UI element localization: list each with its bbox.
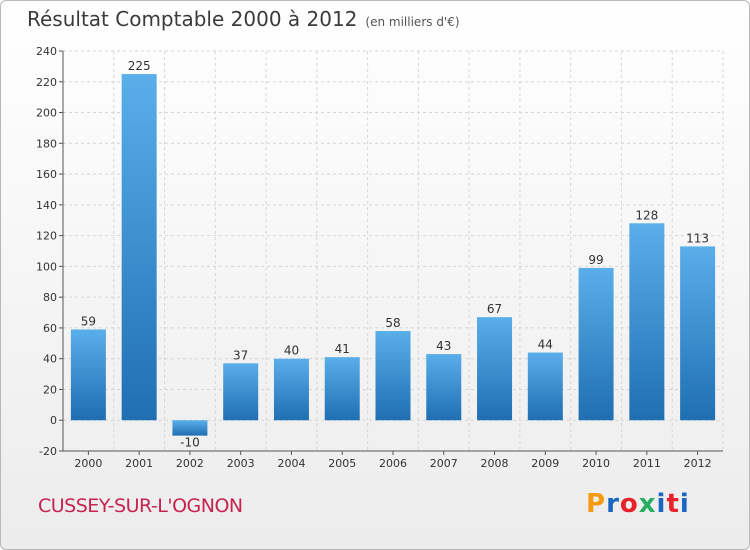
bar-2008 xyxy=(477,317,513,421)
data-label-2001: 225 xyxy=(128,59,151,73)
bar-2011 xyxy=(629,223,665,421)
logo-letter: t xyxy=(666,489,680,519)
logo-letter: i xyxy=(679,489,690,519)
chart-title-unit: (en milliers d'€) xyxy=(365,15,460,29)
bar-2007 xyxy=(426,354,462,421)
data-label-2006: 58 xyxy=(385,316,400,330)
bar-2002 xyxy=(172,420,208,436)
chart-title: Résultat Comptable 2000 à 2012 (en millie… xyxy=(27,7,460,31)
data-label-2011: 128 xyxy=(635,208,658,222)
data-label-2008: 67 xyxy=(487,302,502,316)
bar-2010 xyxy=(578,267,614,421)
x-tick-label: 2012 xyxy=(684,457,712,470)
axes: -20 0 20 40 60 80 100 120 140 160 180 200 220 240 2000… xyxy=(36,45,723,470)
chart-title-main: Résultat Comptable 2000 à 2012 xyxy=(27,7,358,31)
data-label-2004: 40 xyxy=(284,344,299,358)
y-tick-label: 220 xyxy=(36,76,57,89)
data-label-2007: 43 xyxy=(436,339,451,353)
y-tick-label: 180 xyxy=(36,137,57,150)
bar-2001 xyxy=(121,74,157,421)
x-tick-label: 2003 xyxy=(227,457,255,470)
bar-2000 xyxy=(70,329,106,421)
bar-2012 xyxy=(680,246,716,421)
y-tick-label: 160 xyxy=(36,168,57,181)
data-label-2003: 37 xyxy=(233,348,248,362)
data-label-2009: 44 xyxy=(538,338,553,352)
data-label-2002: -10 xyxy=(180,436,200,450)
x-tick-label: 2000 xyxy=(74,457,102,470)
logo-letter: i xyxy=(656,489,667,519)
bar-2003 xyxy=(223,363,259,421)
data-label-2012: 113 xyxy=(686,231,709,245)
bar-2009 xyxy=(527,352,563,421)
commune-name: CUSSEY-SUR-L'OGNON xyxy=(38,495,243,517)
bars xyxy=(70,74,716,436)
x-tick-label: 2004 xyxy=(277,457,305,470)
y-tick-label: 200 xyxy=(36,107,57,120)
y-tick-label: 20 xyxy=(43,383,57,396)
data-labels: 59 225 -10 37 40 41 58 43 67 44 99 128 113 xyxy=(81,59,709,450)
y-tick-label: 60 xyxy=(43,322,57,335)
x-tick-label: 2010 xyxy=(582,457,610,470)
x-tick-label: 2007 xyxy=(430,457,458,470)
logo-letter: P xyxy=(586,489,607,519)
data-label-2000: 59 xyxy=(81,314,96,328)
bar-2005 xyxy=(324,357,360,421)
x-tick-label: 2006 xyxy=(379,457,407,470)
x-tick-label: 2005 xyxy=(328,457,356,470)
bar-2004 xyxy=(273,358,309,421)
y-tick-label: 140 xyxy=(36,199,57,212)
logo-letter: r xyxy=(606,489,620,519)
x-tick-label: 2001 xyxy=(125,457,153,470)
data-label-2010: 99 xyxy=(588,253,603,267)
data-label-2005: 41 xyxy=(335,342,350,356)
y-tick-label: 0 xyxy=(50,414,57,427)
y-tick-label: 80 xyxy=(43,291,57,304)
y-tick-label: 40 xyxy=(43,353,57,366)
y-tick-label: -20 xyxy=(39,445,57,458)
x-tick-label: 2008 xyxy=(481,457,509,470)
x-tick-label: 2011 xyxy=(633,457,661,470)
y-tick-label: 120 xyxy=(36,230,57,243)
y-tick-label: 100 xyxy=(36,260,57,273)
logo-letter: o xyxy=(619,489,639,519)
x-tick-label: 2009 xyxy=(531,457,559,470)
logo-letter: x xyxy=(638,489,657,519)
y-tick-label: 240 xyxy=(36,45,57,58)
x-tick-label: 2002 xyxy=(176,457,204,470)
proxiti-logo[interactable]: Proxiti xyxy=(586,489,690,519)
bar-2006 xyxy=(375,331,411,421)
